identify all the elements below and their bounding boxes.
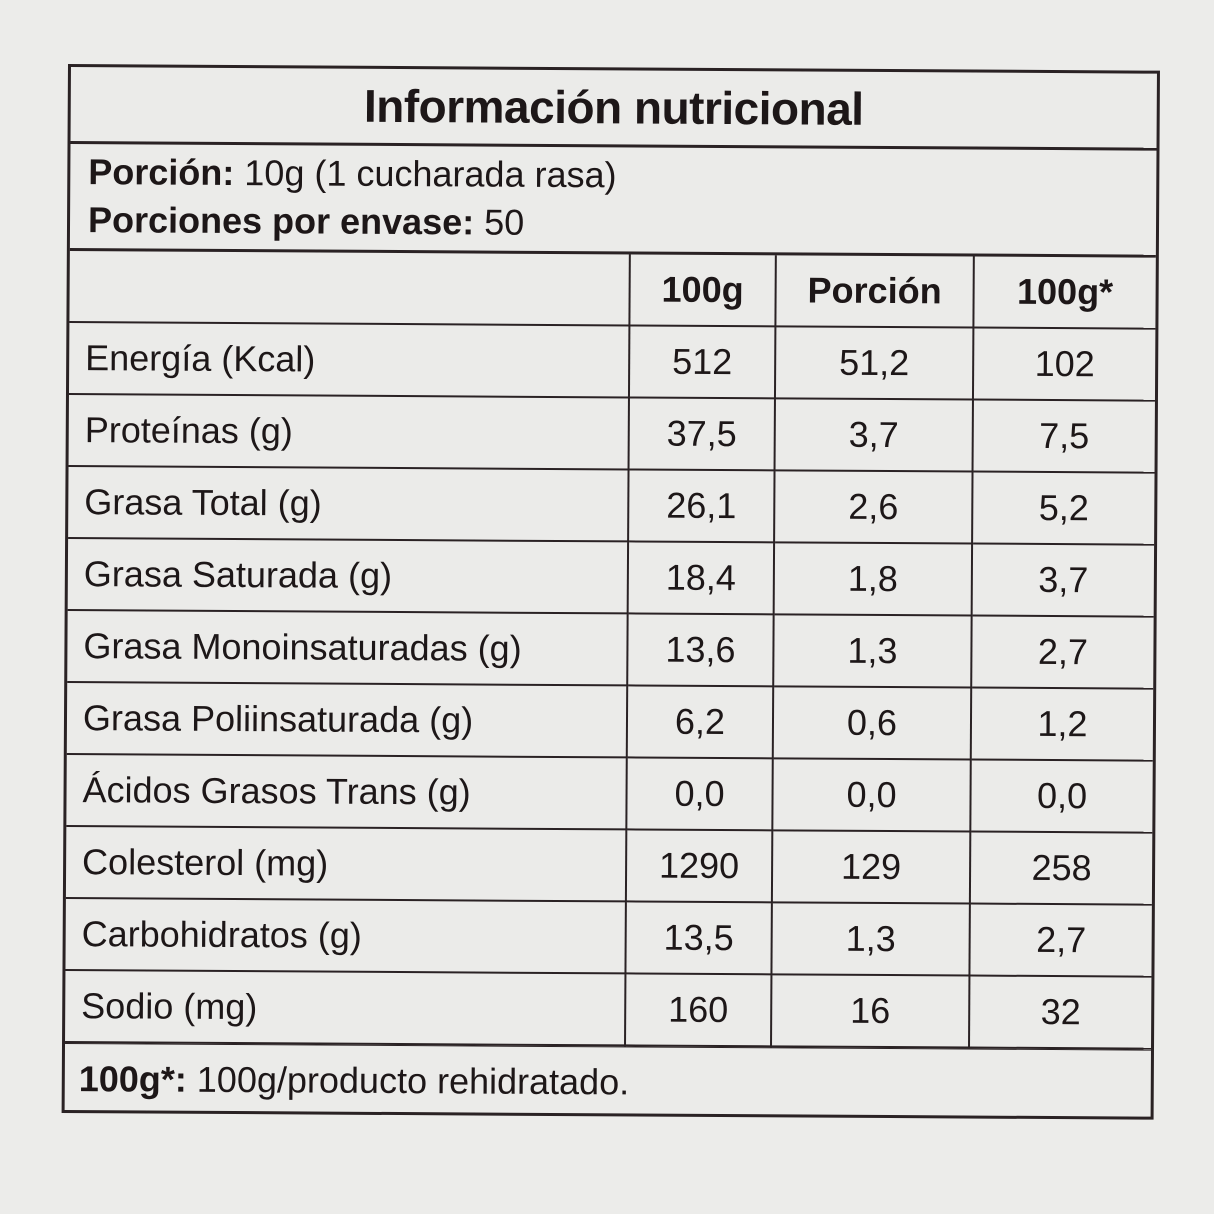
value-portion: 1,3 xyxy=(773,614,972,688)
table-header-row: 100g Porción 100g* xyxy=(69,251,1156,329)
value-per-100g: 1290 xyxy=(625,829,773,903)
header-nutrient xyxy=(69,251,630,326)
header-per-100g-rehydrated: 100g* xyxy=(973,256,1156,329)
value-per-100g-rehydrated: 3,7 xyxy=(971,543,1155,617)
nutrient-name: Proteínas (g) xyxy=(68,394,629,470)
table-row: Ácidos Grasos Trans (g) 0,0 0,0 0,0 xyxy=(66,754,1153,833)
portion-value: 10g (1 cucharada rasa) xyxy=(234,152,617,196)
portion-line: Porción: 10g (1 cucharada rasa) xyxy=(88,148,1138,202)
value-per-100g-rehydrated: 1,2 xyxy=(970,687,1154,761)
table-row: Grasa Saturada (g) 18,4 1,8 3,7 xyxy=(67,538,1155,617)
table-row: Grasa Monoinsaturadas (g) 13,6 1,3 2,7 xyxy=(67,610,1154,689)
value-portion: 2,6 xyxy=(774,470,973,544)
label-title: Información nutricional xyxy=(70,67,1157,151)
value-per-100g-rehydrated: 2,7 xyxy=(971,615,1154,689)
nutrition-table: 100g Porción 100g* Energía (Kcal) 512 51… xyxy=(65,251,1156,1050)
table-row: Sodio (mg) 160 16 32 xyxy=(65,970,1152,1049)
value-per-100g-rehydrated: 32 xyxy=(969,975,1152,1049)
footnote: 100g*: 100g/producto rehidratado. xyxy=(64,1043,1151,1117)
servings-label: Porciones por envase: xyxy=(87,199,475,243)
servings-line: Porciones por envase: 50 xyxy=(88,196,1138,250)
value-per-100g: 37,5 xyxy=(628,397,775,471)
value-portion: 0,6 xyxy=(772,686,972,760)
value-per-100g: 18,4 xyxy=(627,541,775,615)
table-row: Grasa Poliinsaturada (g) 6,2 0,6 1,2 xyxy=(66,682,1154,761)
nutrient-name: Grasa Monoinsaturadas (g) xyxy=(67,610,628,686)
portion-label: Porción: xyxy=(88,151,235,194)
value-per-100g: 13,6 xyxy=(627,613,774,687)
nutrient-name: Colesterol (mg) xyxy=(65,826,627,902)
footnote-key: 100g*: xyxy=(78,1058,187,1100)
value-portion: 51,2 xyxy=(774,326,974,400)
value-portion: 0,0 xyxy=(772,758,971,832)
value-portion: 129 xyxy=(771,830,971,904)
value-per-100g-rehydrated: 258 xyxy=(969,831,1153,905)
nutrient-name: Sodio (mg) xyxy=(65,970,626,1046)
value-per-100g-rehydrated: 5,2 xyxy=(972,471,1155,545)
value-per-100g-rehydrated: 2,7 xyxy=(969,903,1152,977)
value-per-100g: 6,2 xyxy=(626,685,774,759)
table-row: Carbohidratos (g) 13,5 1,3 2,7 xyxy=(65,898,1152,977)
value-per-100g-rehydrated: 0,0 xyxy=(970,759,1153,833)
value-portion: 16 xyxy=(771,974,970,1048)
value-per-100g-rehydrated: 7,5 xyxy=(972,399,1155,473)
value-per-100g: 26,1 xyxy=(628,469,775,543)
value-per-100g: 13,5 xyxy=(625,901,772,975)
nutrient-name: Grasa Saturada (g) xyxy=(67,538,629,614)
value-per-100g: 0,0 xyxy=(626,757,773,831)
table-row: Proteínas (g) 37,5 3,7 7,5 xyxy=(68,394,1155,473)
value-per-100g-rehydrated: 102 xyxy=(972,327,1156,401)
value-portion: 1,3 xyxy=(771,902,970,976)
header-portion: Porción xyxy=(775,255,974,328)
servings-value: 50 xyxy=(474,201,525,243)
nutrient-name: Carbohidratos (g) xyxy=(65,898,626,974)
value-per-100g: 160 xyxy=(625,973,772,1047)
table-row: Colesterol (mg) 1290 129 258 xyxy=(65,826,1153,905)
header-per-100g: 100g xyxy=(629,254,776,327)
value-per-100g: 512 xyxy=(628,325,776,399)
table-row: Grasa Total (g) 26,1 2,6 5,2 xyxy=(68,466,1155,545)
nutrition-facts-label: Información nutricional Porción: 10g (1 … xyxy=(61,64,1160,1120)
serving-info: Porción: 10g (1 cucharada rasa) Porcione… xyxy=(69,144,1157,258)
nutrient-name: Energía (Kcal) xyxy=(68,322,630,398)
value-portion: 3,7 xyxy=(774,398,973,472)
footnote-text: 100g/producto rehidratado. xyxy=(186,1058,630,1103)
nutrient-name: Grasa Total (g) xyxy=(68,466,629,542)
nutrient-name: Grasa Poliinsaturada (g) xyxy=(66,682,628,758)
nutrient-name: Ácidos Grasos Trans (g) xyxy=(66,754,627,830)
table-row: Energía (Kcal) 512 51,2 102 xyxy=(68,322,1156,401)
value-portion: 1,8 xyxy=(773,542,973,616)
